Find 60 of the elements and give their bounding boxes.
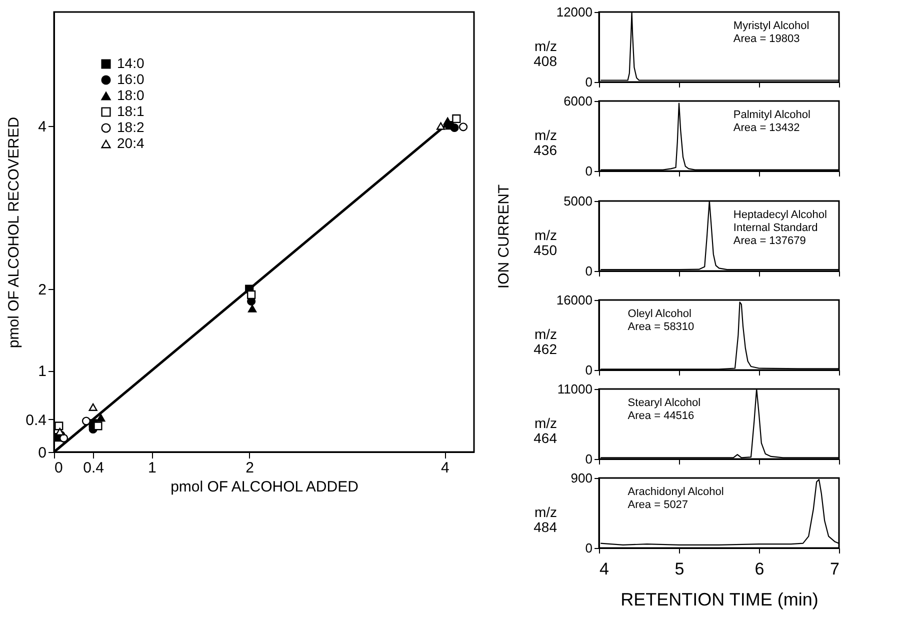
x-tick-label: 6 — [754, 560, 764, 578]
point — [458, 122, 468, 132]
y-tick-label: 900 — [570, 470, 592, 486]
y-tick-label: 0 — [38, 444, 46, 462]
y-tick-label: 2 — [38, 282, 46, 299]
point — [452, 114, 461, 124]
x-tick-label: 4 — [441, 460, 450, 476]
text: m/z 436 — [534, 127, 558, 158]
line-series — [600, 479, 840, 546]
y-tick-label: 6000 — [564, 94, 592, 108]
x-axis-title: pmol OF ALCOHOL ADDED — [170, 478, 359, 496]
x-tick-label: 4 — [600, 560, 609, 578]
y-tick-label: 0 — [585, 74, 592, 90]
legend-label: 14:0 — [117, 55, 144, 71]
y-axis-title: ION CURRENT — [496, 184, 513, 289]
legend-label: 18:1 — [117, 103, 144, 119]
x-tick-label: 7 — [830, 560, 840, 578]
y-tick-label: 0.4 — [26, 412, 46, 429]
annotation: Stearyl Alcohol Area = 44516 — [628, 397, 701, 422]
annotation: Palmityl Alcohol Area = 13432 — [733, 109, 810, 134]
annotation: Heptadecyl Alcohol Internal Standard Area = 137679 — [733, 209, 827, 247]
point — [54, 422, 64, 430]
y-tick-label: 5000 — [564, 194, 592, 208]
y-axis-title: pmol OF ALCOHOL RECOVERED — [6, 116, 23, 348]
x-tick-label: 0.4 — [83, 460, 104, 476]
y-tick-label: 0 — [585, 264, 592, 278]
annotation: Oleyl Alcohol Area = 58310 — [628, 308, 694, 333]
point — [88, 403, 98, 411]
point — [450, 123, 459, 132]
text: m/z 484 — [534, 504, 558, 535]
text: m/z 450 — [534, 227, 558, 258]
x-axis-title: RETENTION TIME (min) — [620, 590, 818, 610]
x-tick-label: 5 — [674, 560, 684, 578]
y-tick-label: 0 — [585, 362, 592, 378]
y-tick-label: 4 — [38, 118, 46, 136]
y-tick-label: 1 — [38, 363, 46, 380]
annotation: Myristyl Alcohol Area = 19803 — [733, 20, 810, 45]
x-tick-label: 1 — [148, 460, 156, 476]
point — [246, 290, 256, 300]
annotation: Arachidonyl Alcohol Area = 5027 — [628, 486, 724, 511]
y-tick-label: 0 — [585, 540, 592, 556]
text: m/z 462 — [534, 326, 558, 357]
y-tick-label: 16000 — [556, 292, 592, 308]
legend-label: 16:0 — [117, 71, 144, 87]
y-tick-label: 11000 — [557, 382, 592, 396]
x-tick-label: 2 — [246, 460, 254, 476]
point — [96, 414, 106, 422]
point — [436, 122, 446, 130]
point — [56, 428, 64, 436]
point — [94, 422, 102, 430]
legend-label: 20:4 — [117, 135, 144, 151]
y-tick-label: 0 — [585, 164, 592, 178]
text: m/z 464 — [534, 415, 558, 446]
legend-label: 18:2 — [117, 119, 144, 135]
point — [248, 304, 257, 312]
text: m/z 408 — [534, 38, 558, 69]
point — [82, 416, 91, 426]
x-tick-label: 0 — [54, 460, 63, 476]
legend-label: 18:0 — [117, 87, 144, 103]
y-tick-label: 12000 — [556, 4, 592, 20]
